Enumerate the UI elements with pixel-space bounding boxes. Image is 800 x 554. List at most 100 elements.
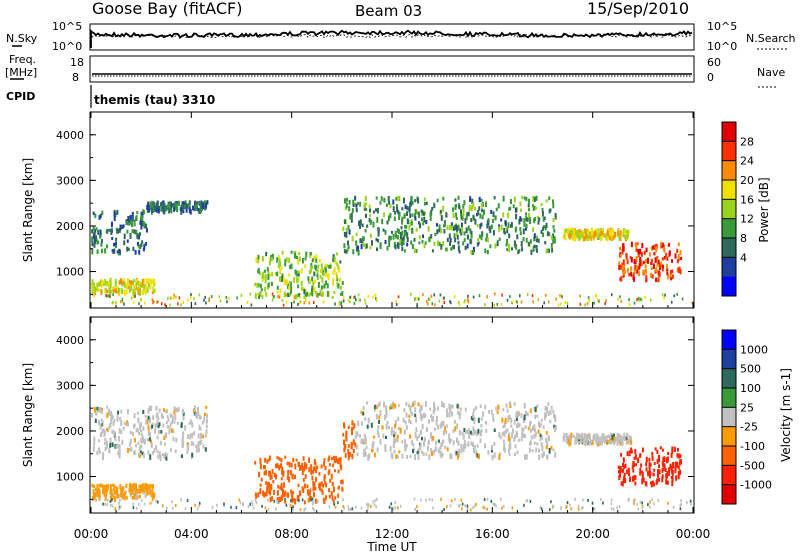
ground-scatter-cell <box>138 302 140 306</box>
echo-cell <box>601 231 604 235</box>
echo-cell <box>96 491 99 495</box>
echo-cell <box>354 442 357 448</box>
echo-cell <box>553 228 556 233</box>
ground-scatter-cell <box>641 506 643 510</box>
ground-scatter-cell <box>653 502 655 506</box>
echo-cell <box>331 456 334 461</box>
echo-cell <box>394 211 396 215</box>
y-tick-label: 2000 <box>56 220 84 233</box>
ground-scatter-cell <box>484 303 486 307</box>
echo-cell <box>505 226 508 230</box>
echo-cell <box>393 430 395 436</box>
echo-cell <box>413 237 416 242</box>
echo-cell <box>313 492 315 498</box>
echo-cell <box>310 464 313 468</box>
echo-cell <box>652 472 655 477</box>
echo-cell <box>342 432 345 437</box>
echo-cell <box>117 435 120 442</box>
echo-cell <box>162 200 165 204</box>
echo-cell <box>661 468 664 473</box>
echo-cell <box>168 207 171 214</box>
echo-cell <box>186 448 189 454</box>
echo-cell <box>528 198 530 204</box>
echo-cell <box>146 438 149 442</box>
ground-scatter-cell <box>628 303 631 307</box>
colorbar-tick-label: 8 <box>740 232 747 245</box>
echo-cell <box>523 196 526 200</box>
ground-scatter-cell <box>428 297 431 301</box>
echo-cell <box>400 237 403 243</box>
ground-scatter-cell <box>416 303 418 306</box>
echo-cell <box>339 277 341 282</box>
echo-cell <box>156 207 159 212</box>
echo-cell <box>324 465 327 471</box>
echo-cell <box>649 463 652 467</box>
echo-cell <box>131 496 134 500</box>
echo-cell <box>529 239 532 244</box>
echo-cell <box>405 425 408 430</box>
echo-cell <box>416 436 419 441</box>
echo-cell <box>144 494 147 499</box>
ground-scatter-cell <box>235 506 238 510</box>
echo-cell <box>489 244 492 249</box>
echo-cell <box>338 266 341 273</box>
ground-scatter-cell <box>155 499 157 503</box>
echo-cell <box>114 496 117 503</box>
echo-cell <box>455 451 458 455</box>
echo-cell <box>503 442 506 449</box>
ground-scatter-cell <box>427 302 429 306</box>
echo-cell <box>621 262 624 267</box>
echo-cell <box>353 423 356 429</box>
echo-cell <box>117 290 120 297</box>
echo-cell <box>403 429 406 435</box>
echo-cell <box>323 266 326 271</box>
echo-cell <box>490 224 493 229</box>
x-tick-label: 20:00 <box>575 527 610 541</box>
echo-cell <box>680 256 683 260</box>
echo-cell <box>335 274 338 280</box>
echo-cell <box>313 271 316 277</box>
echo-cell <box>288 476 291 483</box>
echo-cell <box>533 233 536 239</box>
ground-scatter-cell <box>564 301 567 305</box>
echo-cell <box>619 254 622 258</box>
echo-cell <box>385 413 388 418</box>
echo-cell <box>351 429 353 436</box>
echo-cell <box>266 267 269 272</box>
echo-cell <box>288 461 291 468</box>
echo-cell <box>534 431 537 438</box>
ground-scatter-cell <box>602 501 604 505</box>
ground-scatter-cell <box>610 507 613 511</box>
ground-scatter-cell <box>118 505 121 509</box>
echo-cell <box>656 449 659 454</box>
ground-scatter-cell <box>337 501 339 505</box>
echo-cell <box>609 236 612 241</box>
echo-cell <box>449 241 451 246</box>
echo-cell <box>609 440 612 445</box>
echo-cell <box>602 437 605 443</box>
ground-scatter-cell <box>275 507 277 511</box>
echo-cell <box>402 239 405 246</box>
echo-cell <box>411 412 414 416</box>
echo-cell <box>97 229 100 235</box>
echo-cell <box>483 209 485 215</box>
echo-cell <box>525 223 528 229</box>
echo-cell <box>525 215 528 222</box>
x-tick-label: 04:00 <box>174 527 209 541</box>
echo-cell <box>596 433 599 439</box>
echo-cell <box>401 230 404 236</box>
echo-cell <box>614 231 617 238</box>
echo-cell <box>634 264 637 270</box>
echo-cell <box>384 444 387 450</box>
echo-cell <box>484 443 486 449</box>
echo-cell <box>349 451 352 457</box>
echo-cell <box>554 415 557 420</box>
echo-cell <box>455 232 458 237</box>
echo-cell <box>476 431 479 437</box>
echo-cell <box>206 418 208 424</box>
echo-cell <box>335 458 338 463</box>
echo-cell <box>396 437 399 442</box>
echo-cell <box>195 204 198 210</box>
echo-cell <box>582 439 585 444</box>
echo-cell <box>620 453 623 457</box>
